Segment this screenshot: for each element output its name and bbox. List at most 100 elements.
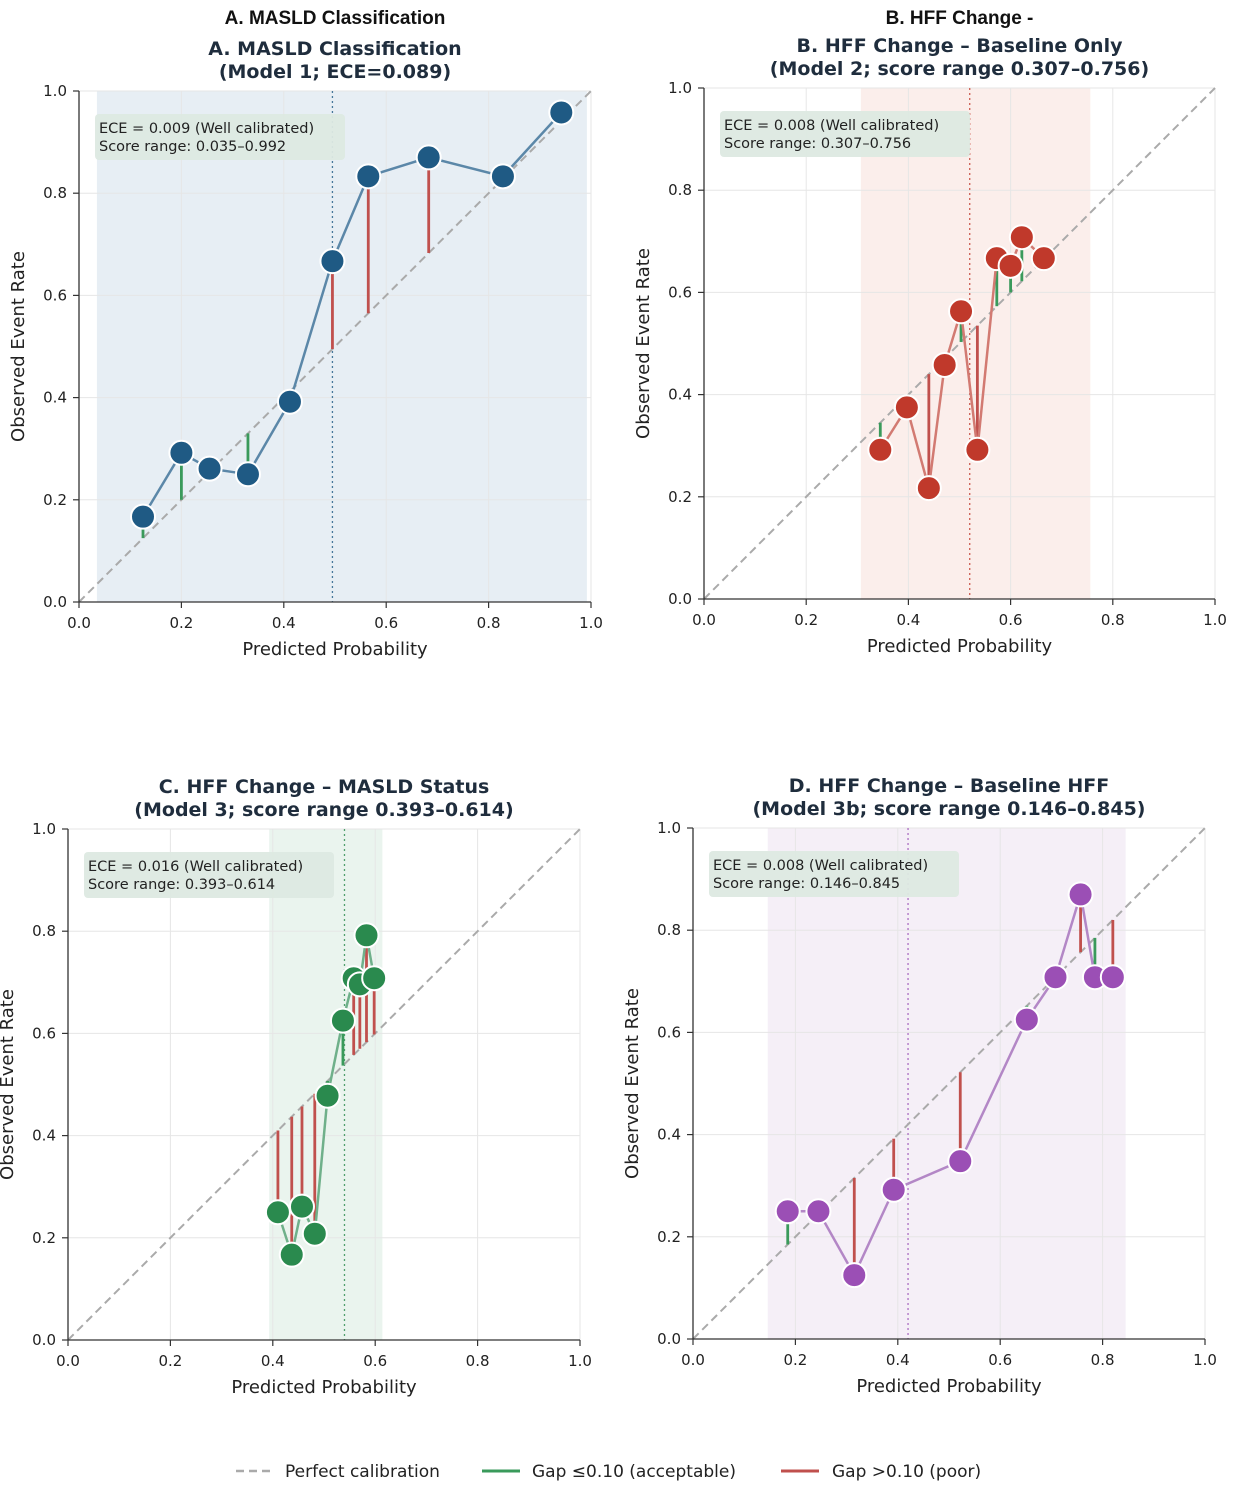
legend-acceptable-label: Gap ≤0.10 (acceptable): [532, 1462, 736, 1482]
calibration-point: [278, 1241, 305, 1268]
x-tick-label: 1.0: [579, 614, 603, 632]
x-tick-label: 0.2: [783, 1351, 807, 1369]
calibration-point: [130, 503, 156, 530]
y-tick-label: 0.2: [657, 1228, 681, 1246]
y-tick-label: 0.8: [657, 921, 681, 939]
x-tick-label: 0.2: [169, 614, 193, 632]
y-tick-label: 0.2: [32, 1229, 56, 1247]
y-tick-label: 0.0: [32, 1331, 56, 1349]
y-tick-label: 0.4: [43, 389, 67, 407]
x-tick-label: 0.0: [67, 614, 91, 632]
x-tick-label: 0.8: [466, 1352, 490, 1370]
extra-panel-title: A. MASLD Classification: [225, 8, 446, 29]
x-tick-label: 0.6: [363, 1352, 387, 1370]
y-tick-label: 0.2: [668, 488, 692, 506]
legend-poor-label: Gap >0.10 (poor): [832, 1462, 981, 1482]
x-tick-label: 0.0: [56, 1352, 80, 1370]
y-tick-label: 0.6: [657, 1023, 681, 1041]
calibration-point: [1099, 964, 1126, 991]
perfect-calibration-line: [692, 827, 1206, 1340]
y-tick-label: 0.8: [668, 181, 692, 199]
x-tick-label: 1.0: [1193, 1351, 1217, 1369]
calibration-curve: [141, 111, 563, 518]
y-axis-label: Observed Event Rate: [622, 988, 643, 1179]
x-tick-label: 0.8: [1091, 1351, 1115, 1369]
x-axis-label: Predicted Probability: [242, 639, 428, 660]
x-tick-label: 0.2: [794, 611, 818, 629]
ece-annotation-line-2: Score range: 0.307–0.756: [724, 136, 911, 152]
score-range-band: [860, 88, 1091, 599]
calibration-point: [353, 922, 380, 949]
calibration-point: [548, 99, 575, 126]
y-tick-label: 0.6: [32, 1024, 56, 1042]
x-tick-label: 0.4: [272, 614, 296, 632]
ece-annotation-box: [84, 852, 334, 898]
x-tick-label: 0.4: [886, 1351, 910, 1369]
ece-annotation-line-1: ECE = 0.008 (Well calibrated): [724, 118, 939, 134]
x-tick-label: 0.0: [681, 1351, 705, 1369]
calibration-point: [964, 436, 991, 463]
legend: Perfect calibration Gap ≤0.10 (acceptable…: [236, 1462, 981, 1482]
calibration-point: [234, 461, 261, 488]
y-tick-label: 0.2: [43, 491, 67, 509]
calibration-curve: [787, 894, 1113, 1278]
y-tick-label: 0.0: [668, 590, 692, 608]
panel-title-line-1: D. HFF Change – Baseline HFF: [789, 775, 1110, 797]
y-axis-label: Observed Event Rate: [633, 248, 654, 439]
x-tick-label: 0.6: [988, 1351, 1012, 1369]
calibration-point: [264, 1199, 291, 1226]
calibration-point: [805, 1198, 832, 1225]
calibration-point: [314, 1082, 341, 1109]
calibration-point: [415, 144, 442, 171]
y-tick-label: 0.4: [657, 1126, 681, 1144]
panel-c: C. HFF Change – MASLD Status(Model 3; sc…: [0, 776, 592, 1398]
x-axis-label: Predicted Probability: [856, 1376, 1042, 1397]
x-tick-label: 0.4: [896, 611, 920, 629]
calibration-point: [948, 298, 975, 325]
x-tick-label: 0.2: [158, 1352, 182, 1370]
calibration-point: [196, 455, 223, 482]
y-tick-label: 0.8: [32, 922, 56, 940]
calibration-point: [893, 394, 920, 421]
y-tick-label: 1.0: [657, 819, 681, 837]
panel-a: A. MASLD Classification A. MASLD Classifi…: [8, 8, 603, 660]
ece-annotation-line-1: ECE = 0.009 (Well calibrated): [99, 121, 314, 137]
panel-title-line-2: (Model 2; score range 0.307–0.756): [770, 58, 1149, 80]
panel-title-line-1: C. HFF Change – MASLD Status: [159, 776, 490, 798]
x-tick-label: 1.0: [568, 1352, 592, 1370]
calibration-point: [1067, 881, 1094, 908]
y-tick-label: 0.6: [43, 286, 67, 304]
x-tick-label: 0.6: [374, 614, 398, 632]
calibration-point: [361, 965, 388, 992]
calibration-point: [931, 351, 958, 378]
ece-annotation-line-1: ECE = 0.016 (Well calibrated): [88, 859, 303, 875]
panel-d: D. HFF Change – Baseline HFF(Model 3b; s…: [622, 775, 1217, 1397]
x-tick-label: 0.8: [477, 614, 501, 632]
calibration-point: [288, 1193, 315, 1220]
ece-annotation-box: [709, 851, 959, 897]
extra-panel-title: B. HFF Change -: [886, 8, 1034, 29]
y-tick-label: 0.0: [657, 1330, 681, 1348]
calibration-point: [1042, 964, 1069, 991]
legend-perfect-label: Perfect calibration: [285, 1462, 440, 1482]
calibration-point: [1030, 245, 1057, 272]
calibration-curve: [276, 935, 376, 1260]
y-tick-label: 1.0: [668, 79, 692, 97]
calibration-point: [915, 475, 942, 502]
calibration-curve: [879, 235, 1045, 489]
calibration-point: [947, 1148, 974, 1175]
x-tick-label: 1.0: [1203, 611, 1227, 629]
calibration-point: [489, 163, 516, 190]
ece-annotation-line-2: Score range: 0.393–0.614: [88, 877, 275, 893]
calibration-point: [319, 248, 346, 275]
y-tick-label: 0.6: [668, 283, 692, 301]
calibration-point: [355, 163, 382, 190]
panel-title-line-2: (Model 1; ECE=0.089): [219, 61, 451, 83]
y-axis-label: Observed Event Rate: [8, 251, 29, 442]
perfect-calibration-line: [67, 828, 581, 1341]
x-axis-label: Predicted Probability: [867, 636, 1053, 657]
panel-title-line-2: (Model 3b; score range 0.146–0.845): [753, 798, 1146, 820]
y-tick-label: 0.4: [32, 1127, 56, 1145]
perfect-calibration-line: [703, 87, 1216, 600]
